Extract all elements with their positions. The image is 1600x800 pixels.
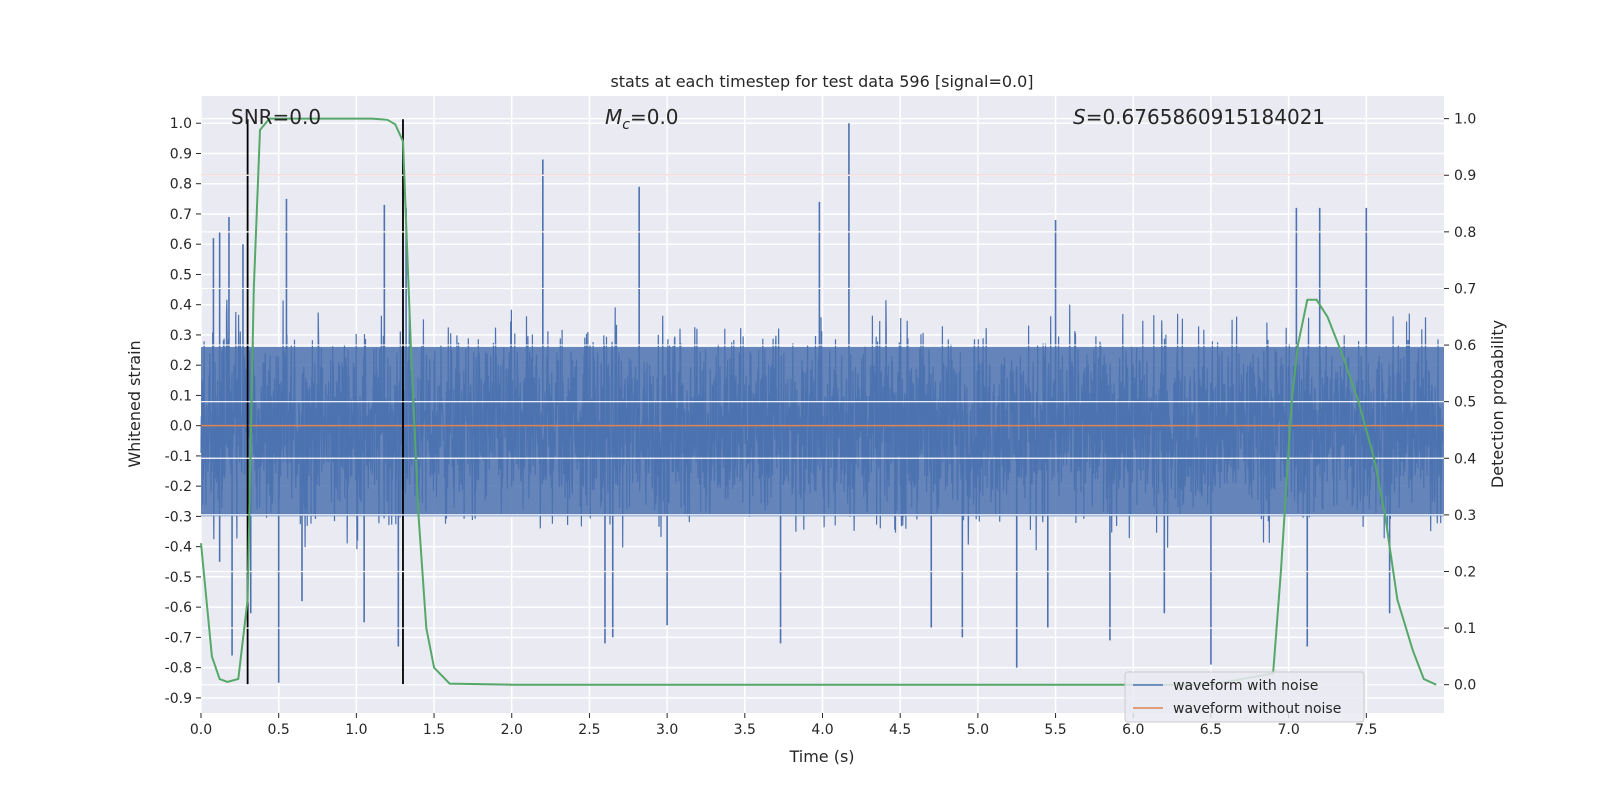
- x-tick-label: 2.5: [578, 722, 600, 738]
- y-tick-label: 0.0: [170, 419, 192, 435]
- snr-annotation: SNR=0.0: [231, 105, 321, 129]
- y-tick-label: -0.4: [165, 540, 192, 556]
- mc-symbol: M: [605, 105, 622, 129]
- y2-axis-label: Detection probability: [1488, 320, 1507, 488]
- x-tick-label: 4.0: [811, 722, 833, 738]
- y-tick-label: 0.6: [170, 237, 192, 253]
- y-axis-left: -0.9 -0.8 -0.7 -0.6 -0.5 -0.4 -0.3 -0.2 -0.1 0.0 0…: [165, 116, 201, 707]
- y-tick-label: -0.8: [165, 661, 192, 677]
- y2-tick-label: 0.9: [1454, 168, 1476, 184]
- y-tick-label: 0.9: [170, 146, 192, 162]
- chart-title: stats at each timestep for test data 596…: [610, 72, 1033, 91]
- y2-tick-label: 0.0: [1454, 678, 1476, 694]
- y-tick-label: 0.3: [170, 328, 192, 344]
- x-axis: 0.0 0.5 1.0 1.5 2.0 2.5 3.0 3.5 4.0 4.5 5.0 5.5 6.0 6…: [190, 713, 1377, 738]
- y-tick-label: -0.9: [165, 691, 192, 707]
- legend-box: [1124, 671, 1365, 723]
- noise-core-band: [201, 347, 1444, 517]
- y-axis-right: 0.0 0.1 0.2 0.3 0.4 0.5 0.6 0.7 0.8 0.9 1.0: [1444, 112, 1476, 694]
- y-tick-label: 1.0: [170, 116, 192, 132]
- x-tick-label: 3.0: [656, 722, 678, 738]
- y-tick-label: 0.2: [170, 358, 192, 374]
- chirp-mass-annotation: Mc=0.0: [605, 105, 679, 133]
- series-waveform-with-noise: [200, 123, 1444, 683]
- y-tick-label: 0.1: [170, 388, 192, 404]
- y2-tick-label: 0.4: [1454, 451, 1476, 467]
- y-axis-label: Whitened strain: [125, 340, 144, 467]
- x-tick-label: 1.5: [423, 722, 445, 738]
- x-tick-label: 0.5: [268, 722, 290, 738]
- y-tick-label: -0.1: [165, 449, 192, 465]
- y-tick-label: -0.6: [165, 600, 192, 616]
- y-tick-label: 0.5: [170, 267, 192, 283]
- y-tick-label: -0.7: [165, 630, 192, 646]
- x-tick-label: 7.0: [1277, 722, 1299, 738]
- x-tick-label: 1.0: [345, 722, 367, 738]
- x-tick-label: 4.5: [889, 722, 911, 738]
- y-tick-label: 0.7: [170, 207, 192, 223]
- x-tick-label: 0.0: [190, 722, 212, 738]
- y-tick-label: -0.3: [165, 509, 192, 525]
- y2-tick-label: 0.7: [1454, 281, 1476, 297]
- y-tick-label: 0.4: [170, 298, 192, 314]
- y-tick-label: 0.8: [170, 177, 192, 193]
- mc-subscript: c: [622, 117, 630, 133]
- series-detection-probability: [200, 117, 1437, 686]
- x-tick-label: 2.0: [501, 722, 523, 738]
- y2-tick-label: 0.3: [1454, 508, 1476, 524]
- y2-tick-label: 0.2: [1454, 564, 1476, 580]
- x-tick-label: 3.5: [734, 722, 756, 738]
- y2-tick-label: 0.5: [1454, 395, 1476, 411]
- x-tick-label: 6.5: [1200, 722, 1222, 738]
- legend-label-clean: waveform without noise: [1173, 701, 1341, 717]
- y-tick-label: -0.2: [165, 479, 192, 495]
- x-axis-label: Time (s): [788, 747, 854, 766]
- x-tick-label: 5.0: [967, 722, 989, 738]
- legend: waveform with noise waveform without noi…: [1124, 671, 1365, 723]
- y2-tick-label: 0.1: [1454, 621, 1476, 637]
- y2-tick-label: 0.6: [1454, 338, 1476, 354]
- x-tick-label: 7.5: [1355, 722, 1377, 738]
- y2-tick-label: 1.0: [1454, 112, 1476, 128]
- s-symbol: S: [1073, 105, 1086, 129]
- mc-value: =0.0: [630, 105, 679, 129]
- x-tick-label: 5.5: [1044, 722, 1066, 738]
- y2-tick-label: 0.8: [1454, 225, 1476, 241]
- s-value: =0.6765860915184021: [1086, 105, 1325, 129]
- s-annotation: S=0.6765860915184021: [1073, 105, 1325, 129]
- y-tick-label: -0.5: [165, 570, 192, 586]
- x-tick-label: 6.0: [1122, 722, 1144, 738]
- legend-label-noise: waveform with noise: [1173, 678, 1318, 694]
